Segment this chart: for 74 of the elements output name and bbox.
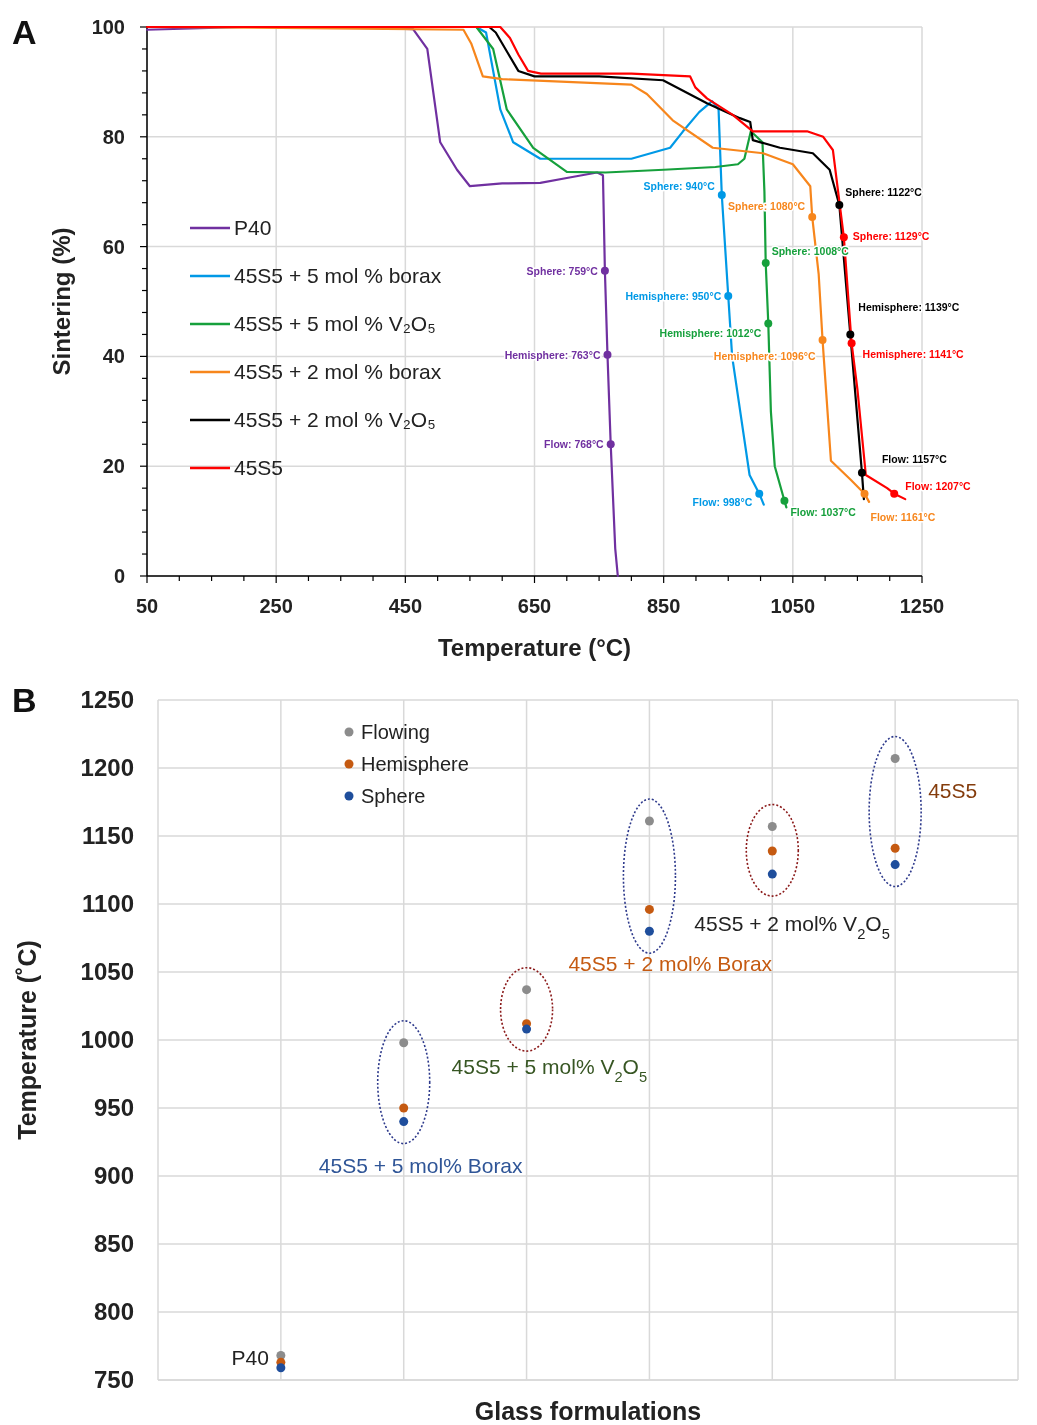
point (644, 816, 654, 826)
y-tick-label: 40 (102, 345, 125, 368)
y-tick-label: 80 (102, 125, 125, 148)
y-tick-label: 20 (102, 455, 125, 478)
point (399, 1117, 409, 1127)
x-tick-label: 1250 (899, 595, 945, 617)
x-tick-label: 250 (259, 595, 293, 617)
legend-label: 45S5 + 5 mol % borax (234, 264, 442, 288)
y-tick-label: 1100 (81, 890, 134, 918)
point (399, 1038, 409, 1048)
point (522, 1024, 532, 1034)
point (767, 869, 777, 879)
point (644, 904, 654, 914)
annotation: Flow: 1161°C (870, 510, 936, 523)
chart-title: A (12, 13, 37, 51)
x-axis-title: Glass formulations (474, 1397, 702, 1425)
point (767, 821, 777, 831)
annotation: 45S5 + 5 mol% V$_{2}$O$_{5}$ (451, 1055, 648, 1086)
annotation: Sphere: 1129°C (852, 230, 930, 243)
y-tick-label: 950 (93, 1094, 134, 1122)
y-tick-label: 850 (93, 1230, 134, 1258)
legend-label: 45S5 (234, 456, 284, 480)
x-tick-label: 850 (646, 595, 681, 617)
legend-label: 45S5 + 2 mol % borax (234, 360, 442, 384)
point (399, 1103, 409, 1113)
point (644, 926, 654, 936)
annotation: Hemisphere: 1139°C (858, 301, 960, 314)
y-axis-title: Sintering (%) (48, 227, 75, 376)
legend-label: 45S5 + 5 mol % V₂O₅ (234, 312, 436, 336)
legend-label: P40 (234, 216, 272, 240)
y-tick-label: 900 (93, 1162, 134, 1190)
annotation: Sphere: 1122°C (845, 185, 923, 198)
legend-label: 45S5 + 2 mol % V₂O₅ (234, 408, 436, 432)
annotation: P40 (231, 1346, 269, 1370)
point (890, 860, 900, 870)
legend-label: Flowing (361, 721, 430, 743)
annotation: Flow: 1207°C (905, 479, 972, 492)
point (767, 846, 777, 856)
y-tick-label: 750 (93, 1366, 134, 1394)
legend-label: Sphere (361, 785, 426, 807)
y-tick-label: 1250 (80, 686, 134, 714)
x-axis-title: Temperature (°C) (437, 634, 632, 661)
x-tick-label: 1050 (770, 595, 816, 617)
annotation: Hemisphere: 1141°C (862, 348, 965, 361)
x-tick-label: 650 (517, 595, 552, 617)
y-tick-label: 1150 (81, 822, 134, 850)
annotation: Sphere: 940°C (643, 179, 716, 192)
annotation: Hemisphere: 763°C (504, 348, 601, 361)
annotation: Hemisphere: 950°C (625, 290, 722, 303)
legend-label: Hemisphere (361, 753, 469, 775)
y-tick-label: 60 (102, 235, 125, 258)
chart-title: B (12, 681, 37, 719)
annotation: 45S5 + 2 mol% V$_{2}$O$_{5}$ (694, 912, 890, 943)
y-tick-label: 1050 (80, 958, 134, 986)
annotation: Flow: 998°C (692, 495, 753, 508)
annotation: 45S5 + 2 mol% Borax (568, 951, 773, 975)
annotation: 45S5 + 5 mol% Borax (318, 1153, 524, 1177)
y-tick-label: 1200 (80, 754, 134, 782)
annotation: Flow: 768°C (544, 438, 605, 451)
point (522, 985, 532, 995)
x-tick-label: 450 (388, 595, 423, 617)
point (890, 753, 900, 763)
annotation: Flow: 1037°C (790, 505, 857, 518)
y-axis-title: Temperature (˚C) (13, 940, 41, 1140)
y-tick-label: 1000 (80, 1026, 134, 1054)
y-tick-label: 0 (113, 565, 125, 587)
annotation: Sphere: 759°C (526, 264, 599, 277)
point (276, 1363, 286, 1373)
y-tick-label: 100 (91, 16, 125, 38)
point (890, 843, 900, 853)
annotation: 45S5 (928, 778, 978, 802)
annotation: Flow: 1157°C (881, 452, 948, 465)
y-tick-label: 800 (93, 1298, 134, 1326)
x-tick-label: 50 (135, 595, 159, 617)
